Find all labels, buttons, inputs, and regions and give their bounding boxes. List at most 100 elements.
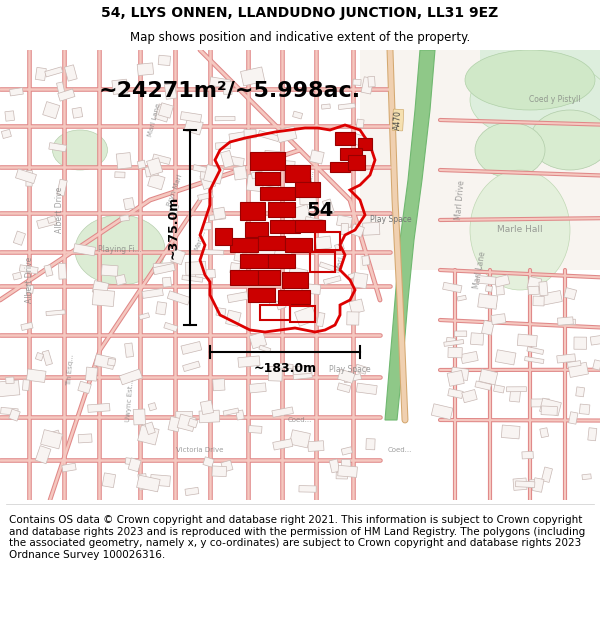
Bar xyxy=(557,317,574,325)
Bar xyxy=(484,297,497,308)
Bar xyxy=(137,160,146,169)
Bar xyxy=(259,345,271,352)
Text: Contains OS data © Crown copyright and database right 2021. This information is : Contains OS data © Crown copyright and d… xyxy=(9,515,585,560)
Text: Victoria Drive: Victoria Drive xyxy=(176,447,224,453)
Bar xyxy=(348,132,367,147)
Bar xyxy=(203,222,211,230)
Text: Map shows position and indicative extent of the property.: Map shows position and indicative extent… xyxy=(130,31,470,44)
Bar xyxy=(323,276,341,285)
Bar xyxy=(64,65,77,81)
Bar xyxy=(13,231,26,246)
Bar xyxy=(496,282,505,295)
Bar xyxy=(462,389,477,402)
Polygon shape xyxy=(258,236,285,250)
Bar xyxy=(229,131,249,142)
Bar xyxy=(295,306,317,326)
Bar xyxy=(142,288,163,298)
Bar xyxy=(120,215,130,221)
Bar xyxy=(92,289,115,306)
Bar xyxy=(185,261,206,275)
Polygon shape xyxy=(330,162,350,172)
Bar xyxy=(209,214,226,221)
Bar xyxy=(203,164,224,184)
Bar xyxy=(576,387,584,397)
Bar xyxy=(335,243,344,251)
Bar xyxy=(45,67,63,77)
Bar xyxy=(16,169,37,184)
Bar xyxy=(329,459,340,472)
Polygon shape xyxy=(295,182,320,197)
Bar xyxy=(221,151,234,168)
Bar xyxy=(26,171,32,186)
Bar xyxy=(139,312,149,319)
Bar xyxy=(506,387,526,392)
Bar xyxy=(200,172,213,180)
Bar xyxy=(248,426,262,433)
Bar xyxy=(272,407,293,418)
Bar xyxy=(541,467,553,482)
Text: Marl Lane: Marl Lane xyxy=(148,102,163,138)
Bar xyxy=(107,358,116,366)
Bar xyxy=(315,236,331,250)
Text: ~375.0m: ~375.0m xyxy=(167,196,180,259)
Bar xyxy=(448,348,462,358)
Bar xyxy=(528,286,539,295)
Bar xyxy=(26,369,46,382)
Polygon shape xyxy=(335,132,355,145)
Text: Marl Lane: Marl Lane xyxy=(472,251,488,289)
Bar xyxy=(230,262,241,274)
Bar xyxy=(62,463,76,472)
Bar xyxy=(133,409,146,425)
Bar xyxy=(353,79,361,86)
Bar xyxy=(308,441,324,451)
Bar xyxy=(43,102,60,119)
Bar xyxy=(590,336,600,345)
Bar xyxy=(212,466,227,477)
Bar xyxy=(164,83,176,99)
Bar xyxy=(102,473,116,488)
Polygon shape xyxy=(340,148,362,160)
Bar xyxy=(238,356,260,367)
Bar xyxy=(35,68,46,81)
Bar xyxy=(10,88,23,96)
Bar xyxy=(164,322,178,332)
Bar xyxy=(353,272,368,289)
Bar xyxy=(319,262,340,273)
Bar xyxy=(322,199,334,215)
Bar xyxy=(236,410,244,420)
Bar xyxy=(115,172,125,178)
Bar xyxy=(56,82,65,96)
Bar xyxy=(289,267,308,277)
Bar xyxy=(145,422,155,434)
Bar xyxy=(533,296,544,306)
Bar xyxy=(470,332,484,345)
Text: Marle Hall: Marle Hall xyxy=(497,226,543,234)
Bar xyxy=(167,291,190,305)
Bar xyxy=(356,119,364,128)
Text: Play Space: Play Space xyxy=(329,366,371,374)
Polygon shape xyxy=(240,254,268,268)
Bar xyxy=(338,466,358,478)
Bar xyxy=(177,414,196,431)
Bar xyxy=(302,283,321,294)
Bar xyxy=(148,402,157,411)
Bar xyxy=(88,403,110,412)
Bar xyxy=(532,478,544,492)
Bar xyxy=(58,89,75,101)
Bar xyxy=(46,310,65,316)
Polygon shape xyxy=(348,155,365,170)
Bar xyxy=(78,381,91,394)
Bar xyxy=(509,388,521,402)
Bar xyxy=(461,351,478,364)
Text: Marl...: Marl... xyxy=(193,229,206,251)
Bar xyxy=(337,383,351,392)
Bar xyxy=(457,295,466,301)
Bar xyxy=(513,478,527,491)
Polygon shape xyxy=(358,138,372,150)
Bar xyxy=(182,361,200,371)
Bar xyxy=(522,451,533,459)
Bar xyxy=(119,369,142,385)
Bar xyxy=(362,256,370,266)
Text: Tin Esq...: Tin Esq... xyxy=(65,354,74,386)
Bar xyxy=(209,77,231,89)
